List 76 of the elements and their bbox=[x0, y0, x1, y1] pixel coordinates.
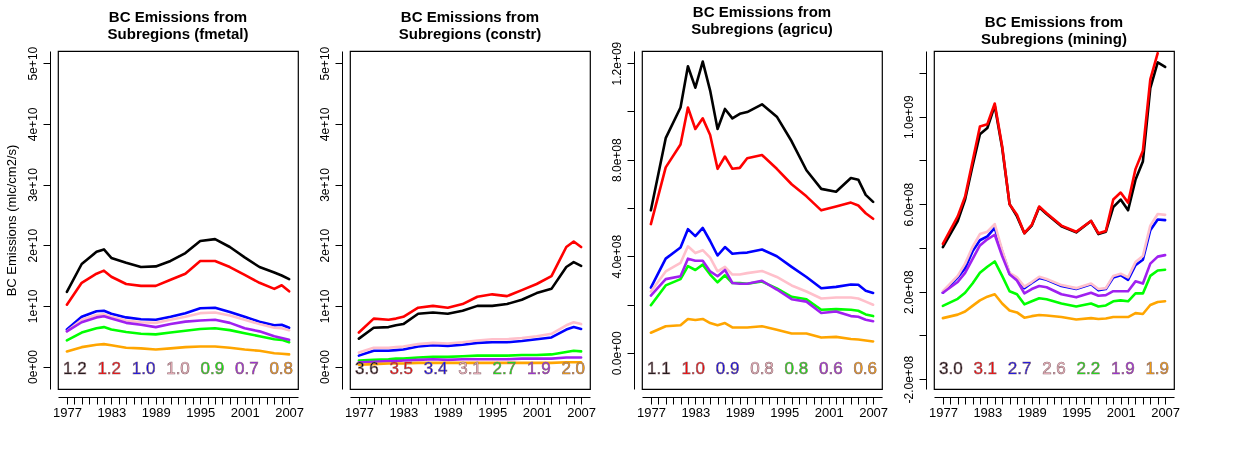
x-tick-label: 1995 bbox=[478, 404, 508, 420]
annotation: 2.2 bbox=[1076, 359, 1101, 378]
annotation: 0.6 bbox=[818, 359, 843, 378]
annotation: 2.6 bbox=[1042, 359, 1066, 378]
annotation: 1.0 bbox=[131, 359, 156, 378]
y-tick-label: 3e+10 bbox=[25, 167, 40, 202]
chart-title: BC Emissions from Subregions (fmetal) bbox=[107, 8, 249, 43]
annotation: 0.8 bbox=[750, 359, 774, 378]
y-tick-label: 4e+10 bbox=[317, 107, 332, 142]
annotation: 1.1 bbox=[646, 359, 671, 378]
annotation: 0.6 bbox=[853, 359, 878, 378]
y-tick-label: 4e+10 bbox=[25, 107, 40, 142]
annotation: 1.9 bbox=[1145, 359, 1170, 378]
x-tick-label: 2001 bbox=[522, 404, 552, 420]
y-tick-label: 6.0e+08 bbox=[901, 182, 916, 227]
x-tick-label: 1977 bbox=[344, 404, 374, 420]
chart-title: BC Emissions from Subregions (constr) bbox=[398, 8, 542, 43]
y-tick-label: 0.0e+00 bbox=[609, 331, 624, 376]
x-tick-label: 1995 bbox=[770, 404, 800, 420]
x-tick-label: 1983 bbox=[97, 404, 127, 420]
x-tick-label: 2001 bbox=[814, 404, 844, 420]
annotation: 3.1 bbox=[973, 359, 998, 378]
x-tick-label: 1983 bbox=[973, 404, 1003, 420]
y-tick-label: 8.0e+08 bbox=[609, 137, 624, 182]
x-tick-label: 1977 bbox=[928, 404, 958, 420]
x-tick-label: 1995 bbox=[1062, 404, 1092, 420]
x-tick-label: 2001 bbox=[1106, 404, 1136, 420]
y-tick-label: 3e+10 bbox=[317, 167, 332, 202]
y-tick-label: 0e+00 bbox=[317, 349, 332, 384]
x-tick-label: 2007 bbox=[275, 404, 305, 420]
annotation: 0.9 bbox=[715, 359, 740, 378]
x-tick-label: 2007 bbox=[1151, 404, 1181, 420]
annotation: 3.0 bbox=[938, 359, 963, 378]
annotation: 0.9 bbox=[200, 359, 225, 378]
annotation: 1.0 bbox=[166, 359, 190, 378]
annotation: 0.7 bbox=[234, 359, 259, 378]
annotation: 1.0 bbox=[681, 359, 706, 378]
y-tick-label: 2e+10 bbox=[317, 228, 332, 263]
annotation: 3.5 bbox=[389, 359, 414, 378]
x-tick-label: 1977 bbox=[636, 404, 666, 420]
y-tick-label: 1e+10 bbox=[25, 289, 40, 324]
annotation: 2.7 bbox=[492, 359, 517, 378]
x-tick-label: 2007 bbox=[567, 404, 597, 420]
chart-title: BC Emissions from Subregions (mining) bbox=[981, 13, 1127, 47]
x-tick-label: 1995 bbox=[186, 404, 216, 420]
y-tick-label: 0e+00 bbox=[25, 349, 40, 384]
annotation: 2.0 bbox=[561, 359, 586, 378]
y-tick-label: 5e+10 bbox=[25, 46, 40, 81]
annotation: 1.9 bbox=[1110, 359, 1135, 378]
x-tick-label: 1983 bbox=[681, 404, 711, 420]
y-tick-label: 2.0e+08 bbox=[901, 269, 916, 315]
x-tick-label: 1983 bbox=[389, 404, 419, 420]
chart-title: BC Emissions from Subregions (agricu) bbox=[691, 3, 833, 38]
y-tick-label: 1.2e+09 bbox=[609, 41, 624, 86]
annotation: 3.1 bbox=[458, 359, 482, 378]
annotation: 1.9 bbox=[526, 359, 551, 378]
annotation: 0.8 bbox=[784, 359, 809, 378]
annotation: 0.8 bbox=[269, 359, 294, 378]
x-tick-label: 1977 bbox=[52, 404, 82, 420]
x-tick-label: 1989 bbox=[433, 404, 463, 420]
x-tick-label: 2007 bbox=[859, 404, 889, 420]
y-tick-label: 4.0e+08 bbox=[609, 234, 624, 279]
x-tick-label: 1989 bbox=[141, 404, 171, 420]
annotation: 1.2 bbox=[97, 359, 122, 378]
x-tick-label: 1989 bbox=[725, 404, 755, 420]
y-tick-label: -2.0e+08 bbox=[901, 355, 916, 404]
y-tick-label: 1.0e+09 bbox=[901, 94, 916, 139]
y-axis-title: BC Emissions (mlc/cm2/s) bbox=[3, 144, 19, 297]
x-tick-label: 2001 bbox=[230, 404, 260, 420]
y-tick-label: 1e+10 bbox=[317, 289, 332, 324]
x-tick-label: 1989 bbox=[1017, 404, 1047, 420]
y-tick-label: 2e+10 bbox=[25, 228, 40, 263]
annotation: 2.7 bbox=[1007, 359, 1032, 378]
annotation: 3.4 bbox=[423, 359, 448, 378]
y-tick-label: 5e+10 bbox=[317, 46, 332, 81]
annotation: 1.2 bbox=[62, 359, 87, 378]
